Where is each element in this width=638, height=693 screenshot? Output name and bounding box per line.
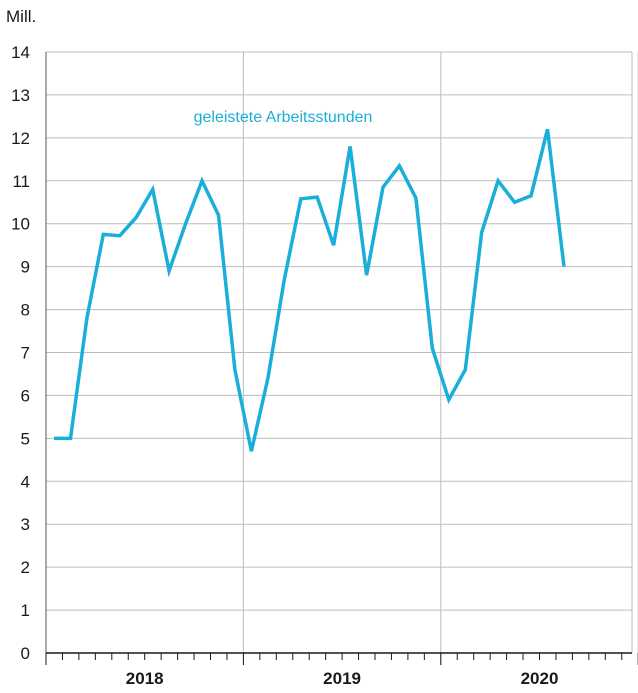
- y-tick-label-4: 4: [21, 472, 30, 491]
- series-label-0: geleistete Arbeitsstunden: [194, 109, 373, 126]
- x-tick-label-2019: 2019: [323, 669, 361, 688]
- y-tick-label-13: 13: [11, 86, 30, 105]
- x-axis: 2018 2019 2020: [45, 652, 638, 688]
- y-tick-label-3: 3: [21, 515, 30, 534]
- x-tick-label-2018: 2018: [126, 669, 164, 688]
- y-tick-label-5: 5: [21, 429, 30, 448]
- y-axis-unit-label: Mill.: [6, 7, 36, 26]
- series-line-0: [54, 128, 566, 452]
- series-layer: geleistete Arbeitsstunden: [53, 109, 566, 452]
- x-tick-label-2020: 2020: [521, 669, 559, 688]
- y-tick-label-14: 14: [11, 43, 30, 62]
- y-tick-label-10: 10: [11, 215, 30, 234]
- y-tick-label-1: 1: [21, 601, 30, 620]
- y-tick-label-7: 7: [21, 344, 30, 363]
- y-tick-label-2: 2: [21, 558, 30, 577]
- y-tick-label-9: 9: [21, 258, 30, 277]
- gridlines: [45, 51, 638, 665]
- y-tick-label-0: 0: [21, 644, 30, 663]
- y-tick-label-8: 8: [21, 301, 30, 320]
- y-tick-label-11: 11: [12, 172, 30, 191]
- y-tick-label-6: 6: [21, 386, 30, 405]
- y-tick-label-12: 12: [11, 129, 30, 148]
